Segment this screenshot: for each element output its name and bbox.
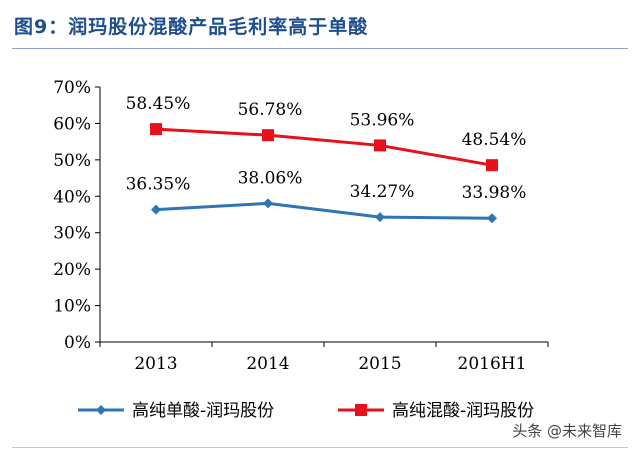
y-tick-label: 30% bbox=[53, 224, 91, 244]
data-label: 56.78% bbox=[238, 100, 303, 120]
series-point-square bbox=[150, 123, 162, 136]
series-point-square bbox=[486, 159, 498, 172]
data-label: 36.35% bbox=[126, 175, 191, 195]
legend-label: 高纯单酸-润玛股份 bbox=[132, 401, 274, 421]
bottom-divider bbox=[12, 447, 628, 448]
data-label: 33.98% bbox=[462, 183, 527, 203]
x-tick-label: 2016H1 bbox=[458, 354, 527, 374]
title-divider bbox=[12, 48, 628, 49]
series-line-2 bbox=[155, 127, 493, 167]
x-tick-label: 2015 bbox=[358, 354, 401, 374]
legend-marker-diamond bbox=[96, 405, 106, 415]
legend-label: 高纯混酸-润玛股份 bbox=[392, 401, 534, 421]
series-point-diamond bbox=[487, 213, 497, 224]
chart-title: 图9：润玛股份混酸产品毛利率高于单酸 bbox=[14, 16, 369, 38]
y-tick-label: 20% bbox=[53, 260, 91, 280]
series-point-square bbox=[262, 129, 274, 142]
data-label: 34.27% bbox=[350, 182, 415, 202]
legend-marker-square bbox=[355, 404, 367, 416]
x-tick-label: 2013 bbox=[134, 354, 177, 374]
y-tick-label: 0% bbox=[64, 333, 91, 353]
x-tick-label: 2014 bbox=[246, 354, 289, 374]
series-point-diamond bbox=[375, 212, 385, 223]
y-tick-label: 40% bbox=[53, 187, 91, 207]
y-tick-label: 70% bbox=[53, 78, 91, 98]
data-label: 58.45% bbox=[126, 94, 191, 114]
series-point-diamond bbox=[263, 198, 273, 209]
series-point-diamond bbox=[151, 204, 161, 215]
y-tick-label: 50% bbox=[53, 151, 91, 171]
series-line-1 bbox=[155, 201, 493, 220]
watermark: 头条 @未来智库 bbox=[508, 419, 626, 442]
y-tick-label: 10% bbox=[53, 297, 91, 317]
data-label: 48.54% bbox=[462, 130, 527, 150]
data-label: 53.96% bbox=[350, 110, 415, 130]
data-label: 38.06% bbox=[238, 168, 303, 188]
series-point-square bbox=[374, 139, 386, 152]
y-tick-label: 60% bbox=[53, 114, 91, 134]
